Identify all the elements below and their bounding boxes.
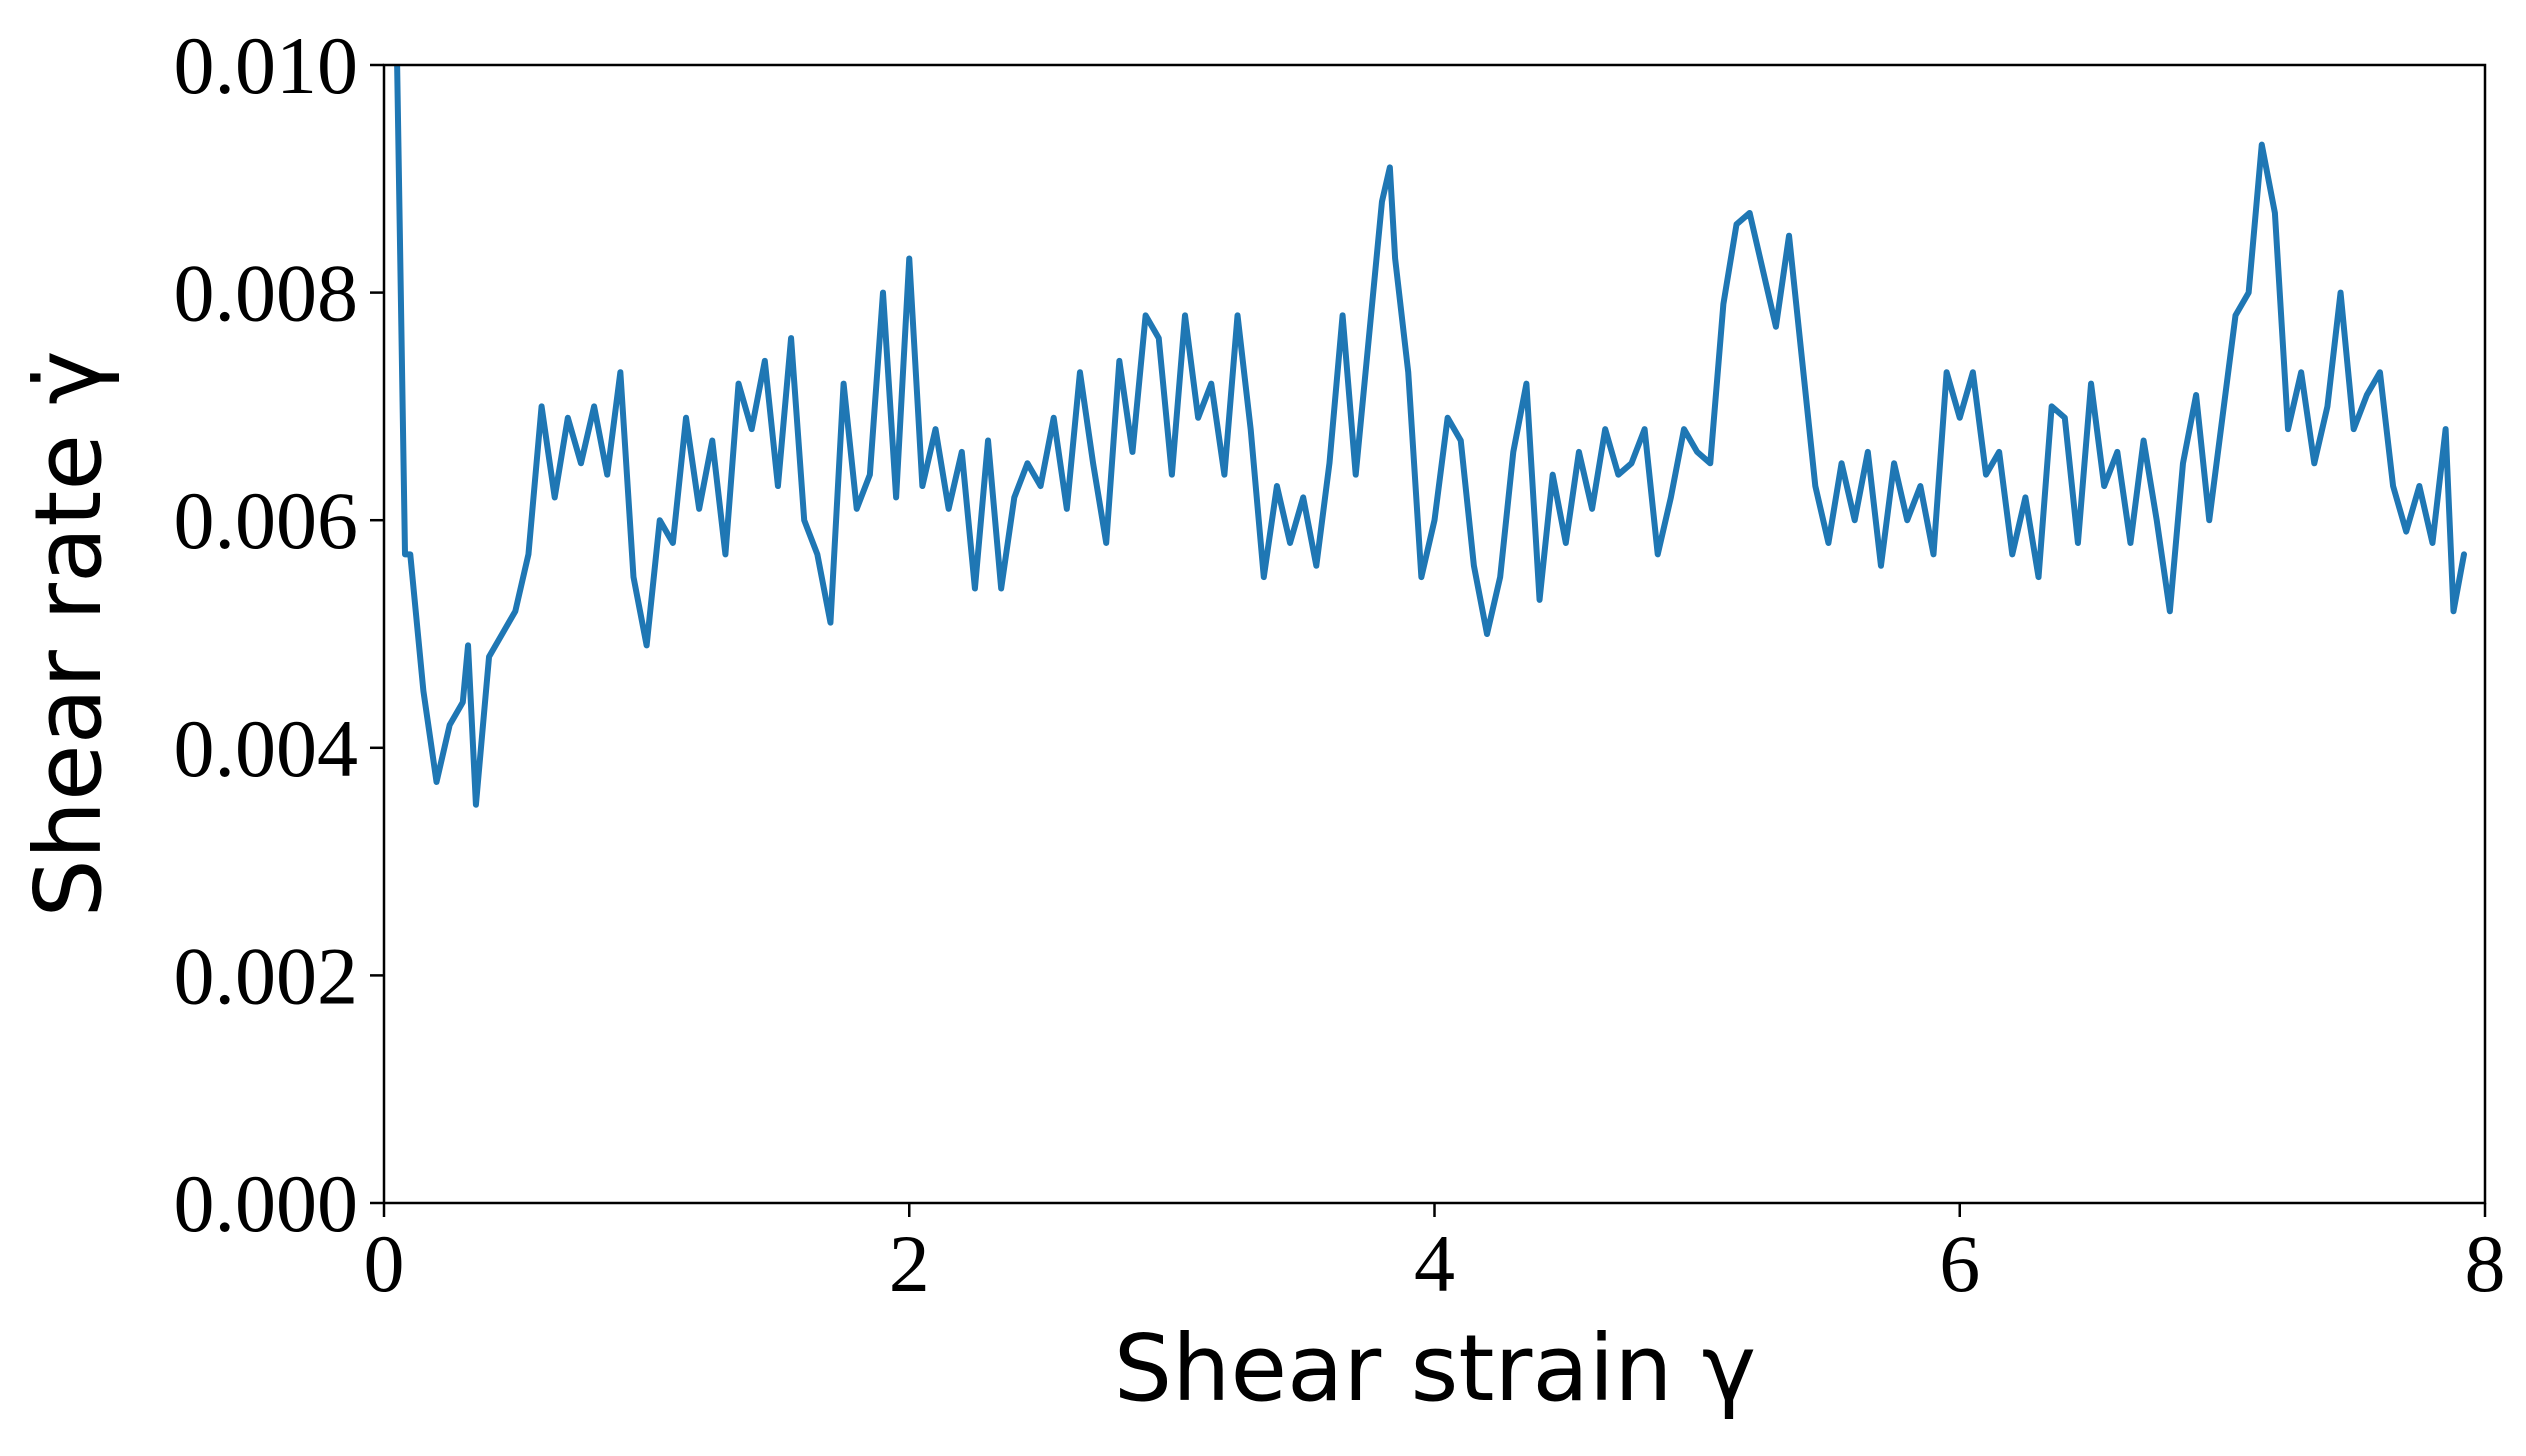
y-tick-label: 0.010 (174, 20, 359, 111)
x-tick-label: 8 (2465, 1218, 2506, 1309)
y-tick-label: 0.004 (174, 703, 359, 794)
data-line (394, 65, 2467, 808)
y-tick-label: 0.006 (174, 475, 359, 566)
x-axis-label: Shear strain γ (1114, 1315, 1757, 1422)
x-tick-label: 6 (1939, 1218, 1980, 1309)
y-tick-label: 0.002 (174, 930, 359, 1021)
plot-frame (382, 63, 2487, 1205)
x-tick-label: 2 (889, 1218, 930, 1309)
y-tick-label: 0.008 (174, 248, 359, 339)
x-tick-label: 0 (364, 1218, 405, 1309)
y-tick-label: 0.000 (174, 1158, 359, 1249)
x-tick-label: 4 (1414, 1218, 1455, 1309)
y-axis-label: Shear rate γ̇ (15, 350, 122, 917)
